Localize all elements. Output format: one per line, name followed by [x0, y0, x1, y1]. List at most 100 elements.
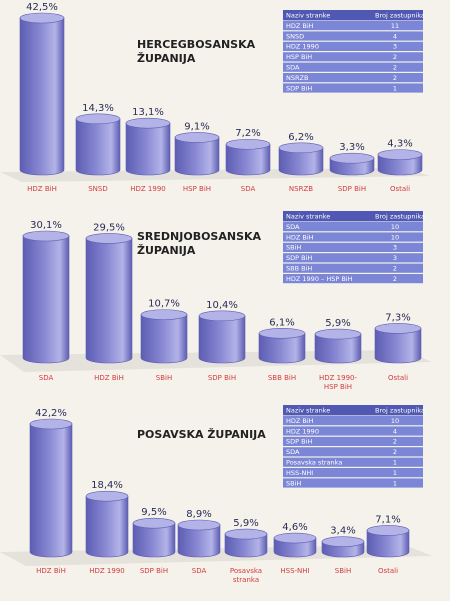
bar-top [278, 142, 324, 154]
table-cell: Posavska stranka [286, 459, 342, 467]
category-label: HDZ BiH [94, 374, 124, 382]
bar [85, 233, 133, 364]
value-label: 30,1% [30, 220, 62, 231]
bar-top [366, 525, 410, 536]
value-label: 42,5% [26, 2, 58, 13]
value-label: 7,1% [375, 514, 400, 525]
value-label: 6,2% [288, 132, 313, 143]
value-label: 10,7% [148, 299, 180, 310]
table-cell: SDP BiH [286, 438, 312, 446]
table-cell: SDA [286, 223, 300, 231]
value-label: 18,4% [91, 480, 123, 491]
bar-top [225, 138, 271, 150]
table-header-cell: Broj zastupnika [375, 213, 425, 221]
table-cell: HDZ BiH [286, 22, 314, 30]
table-cell: SDP BiH [286, 84, 312, 92]
legend-table: Naziv stranke Broj zastupnika HDZ BiH 10 HDZ… [283, 405, 425, 488]
table-header [283, 10, 423, 21]
bar-top [19, 12, 65, 24]
value-label: 3,3% [339, 142, 364, 153]
bar-top [22, 230, 70, 242]
table-header-cell: Naziv stranke [286, 407, 330, 415]
table-cell: 3 [393, 43, 397, 51]
bar-body [174, 137, 220, 176]
category-label: SDP BiH [208, 374, 236, 382]
bar-top [374, 323, 422, 334]
bar-top [177, 519, 221, 531]
table-row [283, 426, 423, 436]
bar [225, 138, 271, 176]
table-header [283, 211, 423, 222]
table-cell: SDA [286, 448, 300, 456]
category-label: SBiH [156, 374, 172, 382]
table-row [283, 222, 423, 232]
table-cell: HDZ BiH [286, 417, 314, 425]
table-row [283, 436, 423, 446]
table-header-cell: Naziv stranke [286, 213, 330, 221]
value-label: 7,2% [235, 128, 260, 139]
bar [273, 532, 317, 558]
table-cell: 1 [393, 469, 397, 477]
table-cell: 4 [393, 427, 397, 435]
bar-top [85, 233, 133, 244]
category-label: SDP BiH [140, 567, 168, 575]
bar-body [273, 537, 317, 558]
bar-body [314, 333, 362, 364]
table-cell: 2 [393, 448, 397, 456]
value-label: 13,1% [132, 107, 164, 118]
table-cell: HDZ BiH [286, 233, 314, 241]
bar-top [29, 418, 73, 430]
category-label: HDZ 1990- [319, 374, 357, 382]
bar-top [314, 328, 362, 340]
bar [19, 12, 65, 176]
category-label: HDZ BiH [36, 567, 66, 575]
value-label: 10,4% [206, 300, 238, 311]
bar-body [224, 533, 268, 558]
table-cell: 2 [393, 74, 397, 82]
table-cell: 11 [391, 22, 399, 30]
bar-body [132, 522, 176, 558]
bar [177, 519, 221, 558]
category-label: Ostali [390, 185, 410, 193]
bar-body [258, 332, 306, 364]
bar [321, 536, 365, 558]
table-row [283, 274, 423, 284]
category-label: HSS-NHI [280, 567, 309, 575]
value-label: 6,1% [269, 317, 294, 328]
table-cell: SNSD [286, 32, 304, 40]
table-cell: HDZ 1990 – HSP BiH [286, 275, 353, 283]
table-cell: SBiH [286, 479, 301, 487]
table-cell: HSP BiH [286, 53, 312, 61]
bar-body [225, 143, 271, 176]
bar-body [29, 423, 73, 558]
table-row [283, 416, 423, 426]
category-label: NSRZB [289, 185, 313, 193]
category-label: Posavska [230, 567, 262, 575]
bar [314, 328, 362, 364]
bar-top [85, 490, 129, 502]
category-label: SDA [192, 567, 207, 575]
category-label: HDZ 1990 [130, 185, 166, 193]
category-label: SDA [241, 185, 256, 193]
category-label: stranka [233, 576, 259, 584]
chart-panel-3: POSAVSKA ŽUPANIJA Naziv stranke Broj zastu… [0, 405, 432, 584]
table-row [283, 447, 423, 457]
chart-title: HERCEGBOSANSKA [137, 38, 256, 51]
bar [125, 117, 171, 176]
table-cell: 10 [391, 417, 399, 425]
table-cell: 2 [393, 53, 397, 61]
bar-body [22, 235, 70, 364]
table-cell: 2 [393, 64, 397, 72]
table-row [283, 468, 423, 478]
table-cell: 1 [393, 84, 397, 92]
bar-body [125, 122, 171, 176]
table-row [283, 41, 423, 51]
bar-body [85, 238, 133, 364]
table-row [283, 263, 423, 273]
bar [377, 149, 423, 176]
table-cell: 2 [393, 438, 397, 446]
bar [278, 142, 324, 176]
value-label: 42,2% [35, 408, 67, 419]
bar-body [366, 530, 410, 558]
